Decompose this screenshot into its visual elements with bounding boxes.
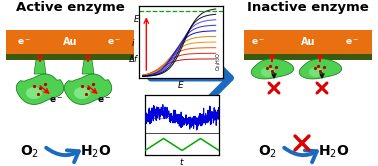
Bar (244, 54, 372, 60)
Bar (6, 54, 134, 60)
FancyArrowPatch shape (46, 148, 79, 162)
Bar (244, 30, 372, 54)
Polygon shape (64, 74, 112, 104)
Text: $E$: $E$ (133, 12, 140, 24)
Polygon shape (34, 60, 46, 74)
Polygon shape (26, 87, 42, 99)
Text: Active enzyme: Active enzyme (15, 1, 124, 14)
Text: $i$: $i$ (131, 37, 136, 47)
Text: O$_2$: O$_2$ (20, 144, 40, 160)
Polygon shape (309, 67, 323, 77)
Text: Δ$f$: Δ$f$ (128, 52, 140, 64)
Text: e$^-$: e$^-$ (17, 37, 31, 47)
Bar (6, 30, 134, 54)
Polygon shape (74, 87, 90, 99)
Text: e$^-$: e$^-$ (97, 95, 111, 105)
Polygon shape (16, 74, 64, 104)
Polygon shape (251, 59, 294, 79)
Polygon shape (82, 60, 94, 74)
Text: Au: Au (301, 37, 315, 47)
Text: O$_2$/H$_2$O: O$_2$/H$_2$O (214, 51, 223, 71)
FancyArrowPatch shape (151, 53, 230, 103)
Text: e$^-$: e$^-$ (49, 95, 63, 105)
X-axis label: $t$: $t$ (179, 156, 185, 166)
Text: H$_2$O: H$_2$O (80, 144, 112, 160)
Text: e$^-$: e$^-$ (345, 37, 359, 47)
Text: O$_2$: O$_2$ (259, 144, 277, 160)
Text: e$^-$: e$^-$ (251, 37, 265, 47)
Text: Inactive enzyme: Inactive enzyme (247, 1, 369, 14)
Polygon shape (299, 59, 342, 79)
Text: e$^-$: e$^-$ (107, 37, 121, 47)
X-axis label: $E$: $E$ (177, 79, 185, 90)
FancyArrowPatch shape (284, 148, 317, 162)
Text: H$_2$O: H$_2$O (318, 144, 350, 160)
Text: Au: Au (63, 37, 77, 47)
Polygon shape (261, 67, 275, 77)
